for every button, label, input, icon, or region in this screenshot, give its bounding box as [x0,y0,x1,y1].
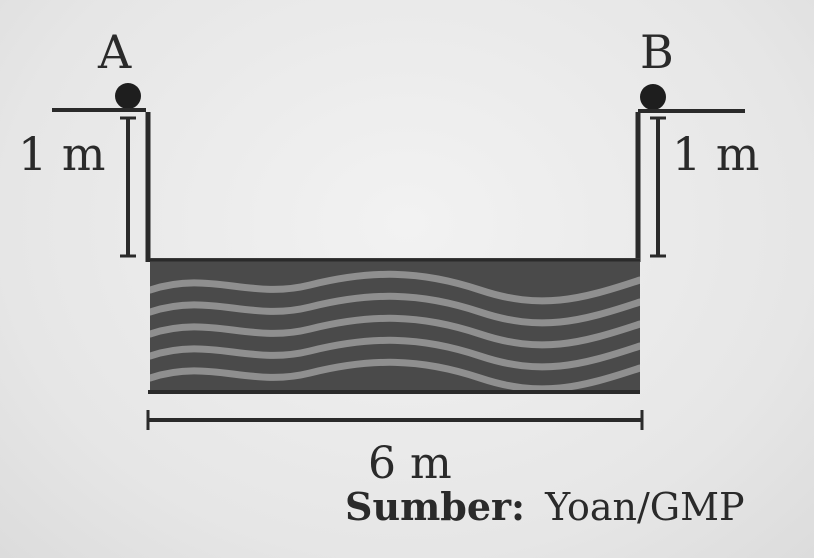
water-body [150,258,640,390]
source-prefix: Sumber: [345,484,525,529]
wave-1 [150,270,640,305]
wave-5 [150,358,640,390]
point-a-label: A [97,25,132,79]
water-waves [150,270,640,390]
point-a-marker [115,83,141,109]
point-b-marker [640,84,666,110]
wave-3 [150,314,640,349]
width-label: 6 m [368,438,452,489]
wave-4 [150,336,640,371]
wave-2 [150,292,640,327]
left-height-label: 1 m [18,127,106,181]
right-height-label: 1 m [672,127,760,181]
point-b-label: B [640,25,674,79]
source-name: Yoan/GMP [544,485,744,529]
source-caption: Sumber: Yoan/GMP [345,484,745,529]
